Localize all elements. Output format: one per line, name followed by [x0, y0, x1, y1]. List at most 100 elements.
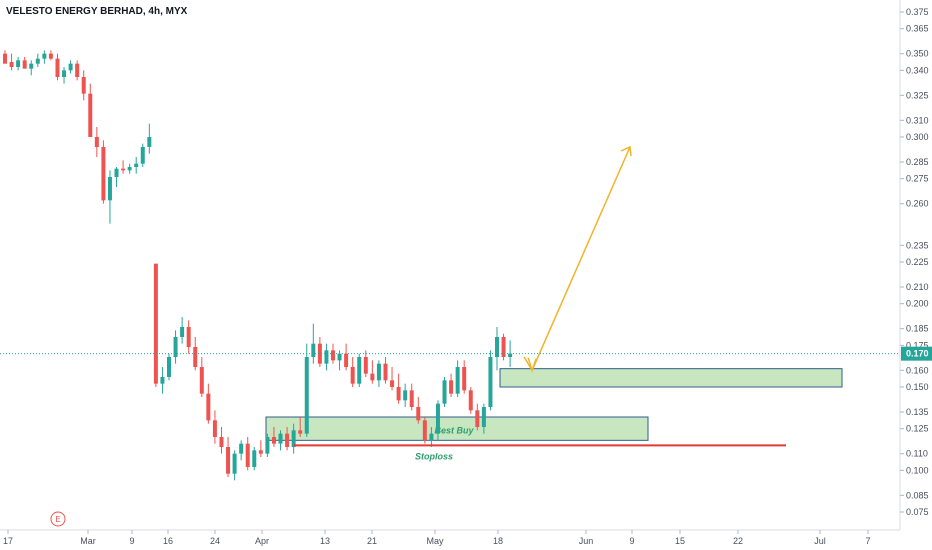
candle-body	[127, 167, 132, 171]
candle-body	[193, 347, 198, 367]
price-tick-label: 0.185	[906, 324, 929, 334]
candle	[495, 327, 499, 371]
candle-body	[134, 163, 139, 167]
candle	[167, 353, 171, 381]
candle	[180, 317, 185, 344]
time-tick-label: Jun	[579, 536, 594, 546]
time-tick-label: 15	[675, 536, 685, 546]
candle-body	[416, 407, 421, 421]
candle	[9, 53, 14, 71]
price-tick-label: 0.375	[906, 7, 929, 17]
candle-body	[468, 390, 473, 411]
best-buy-label: Best Buy	[434, 425, 474, 435]
price-tick-label: 0.150	[906, 382, 929, 392]
candle	[55, 53, 60, 81]
candle-body	[153, 263, 158, 384]
candle-body	[121, 168, 126, 171]
price-tick-label: 0.110	[906, 449, 928, 459]
time-tick-label: 9	[629, 536, 634, 546]
time-tick-label: 24	[210, 536, 220, 546]
candle	[422, 417, 427, 444]
candle	[16, 57, 21, 71]
candle-body	[481, 407, 486, 427]
candle-body	[173, 337, 178, 357]
candle-body	[68, 63, 73, 71]
price-tick-label: 0.285	[906, 157, 929, 167]
candle	[147, 123, 152, 154]
candle	[94, 127, 99, 157]
candle	[416, 397, 421, 424]
candle	[350, 357, 355, 387]
candle	[370, 360, 375, 384]
candle-body	[245, 443, 250, 467]
candle	[3, 50, 7, 64]
candle	[239, 440, 244, 461]
candle	[140, 143, 145, 167]
candle-body	[114, 168, 119, 177]
candle-body	[9, 62, 14, 67]
candle	[199, 357, 204, 397]
candle	[468, 387, 473, 414]
candle-body	[16, 60, 21, 67]
time-tick-label: Mar	[80, 536, 96, 546]
candle	[107, 170, 112, 224]
candle-body	[396, 387, 401, 401]
price-tick-label: 0.085	[906, 490, 929, 500]
price-tick-label: 0.260	[906, 199, 929, 209]
candle-body	[278, 433, 283, 444]
drawings-layer: Stoploss	[294, 145, 786, 461]
time-tick-label: 13	[320, 536, 330, 546]
stoploss-label: Stoploss	[415, 451, 453, 461]
candle-body	[88, 93, 93, 137]
candle-body	[94, 137, 99, 147]
last-price-badge	[901, 346, 932, 361]
candle-body	[29, 63, 34, 69]
candle-body	[285, 433, 290, 447]
candle	[298, 417, 303, 437]
candle-body	[3, 53, 7, 64]
candle-body	[344, 353, 349, 367]
candle	[232, 450, 237, 481]
candle-body	[206, 393, 211, 421]
candle-body	[363, 357, 368, 374]
candle	[88, 83, 93, 137]
candle-body	[390, 380, 395, 387]
price-tick-label: 0.135	[906, 407, 929, 417]
candle	[258, 440, 263, 457]
candle-body	[35, 58, 40, 64]
best-buy-zone	[265, 416, 649, 441]
candle-body	[370, 373, 375, 381]
candle	[252, 447, 257, 471]
candle-body	[409, 390, 414, 407]
candle-body	[422, 420, 427, 441]
candle	[22, 57, 27, 69]
time-tick-label: 18	[493, 536, 503, 546]
candle-body	[429, 433, 434, 441]
price-tick-label: 0.200	[906, 299, 929, 309]
candle	[75, 60, 80, 81]
candle-body	[357, 357, 362, 384]
candle-body	[488, 357, 493, 407]
candle-body	[258, 450, 263, 454]
candle-body	[331, 350, 335, 361]
price-tick-label: 0.340	[906, 65, 929, 75]
time-tick-label: 21	[367, 536, 377, 546]
candle-body	[167, 357, 171, 377]
candle-body	[140, 147, 145, 164]
candle-body	[48, 53, 53, 59]
price-tick-label: 0.125	[906, 424, 929, 434]
candle	[455, 360, 460, 397]
price-tick-label: 0.075	[906, 507, 929, 517]
candle-body	[219, 437, 224, 447]
candle-body	[455, 367, 460, 394]
candle-body	[212, 420, 217, 437]
candle	[29, 60, 34, 76]
candle-body	[298, 430, 303, 434]
price-tick-label: 0.100	[906, 465, 929, 475]
price-tick-label: 0.325	[906, 90, 929, 100]
candle	[271, 427, 276, 447]
candle	[134, 157, 139, 174]
candle	[160, 367, 165, 394]
candle	[219, 427, 224, 454]
